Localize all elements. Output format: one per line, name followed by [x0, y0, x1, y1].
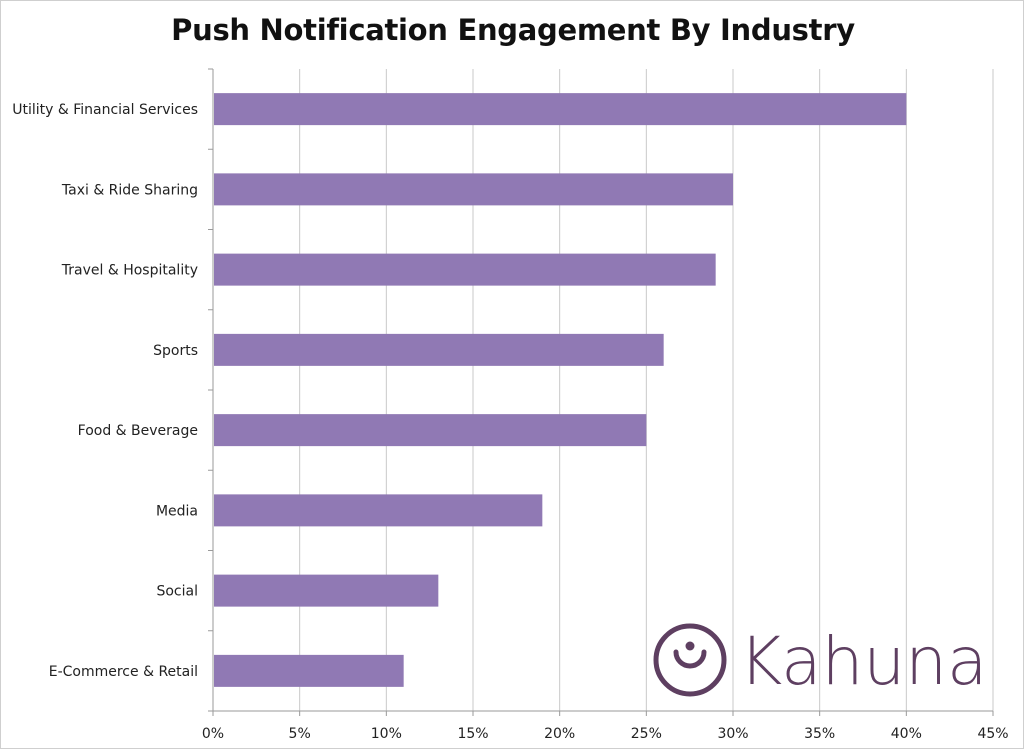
logo-dot-icon	[685, 641, 695, 651]
category-label: Sports	[153, 343, 198, 359]
x-tick-label: 45%	[977, 726, 1008, 742]
logo-wordmark: Kahuna	[739, 623, 988, 700]
category-label: E-Commerce & Retail	[49, 664, 198, 680]
bar	[214, 173, 733, 206]
category-label: Travel & Hospitality	[61, 263, 198, 279]
bar	[214, 414, 647, 447]
bar	[214, 494, 543, 527]
bar	[214, 574, 439, 607]
bar	[214, 253, 716, 286]
x-tick-label: 10%	[371, 726, 402, 742]
bar	[214, 333, 664, 366]
x-tick-label: 30%	[717, 726, 748, 742]
x-tick-label: 25%	[631, 726, 662, 742]
category-label: Food & Beverage	[78, 423, 198, 439]
x-tick-label: 15%	[457, 726, 488, 742]
category-label: Social	[156, 584, 198, 600]
gridlines	[299, 69, 994, 711]
category-label: Utility & Financial Services	[12, 102, 198, 118]
category-label: Media	[156, 503, 198, 519]
x-tick-label: 35%	[804, 726, 835, 742]
bars	[214, 93, 907, 687]
bar	[214, 93, 907, 126]
logo-ring-icon	[653, 623, 727, 697]
kahuna-logo: Kahuna	[653, 623, 988, 700]
chart-title: Push Notification Engagement By Industry	[171, 13, 855, 47]
category-label: Taxi & Ride Sharing	[61, 182, 198, 198]
x-tick-label: 20%	[544, 726, 575, 742]
x-tick-label: 40%	[891, 726, 922, 742]
x-tick-label: 5%	[289, 726, 311, 742]
logo-smile-icon	[673, 649, 707, 669]
labels: 0% 5% 10% 15% 20% 25% 30% 35% 40% 45% Utility & Fi…	[12, 102, 1008, 742]
bar	[214, 654, 404, 687]
x-tick-label: 0%	[202, 726, 224, 742]
axes	[208, 68, 994, 716]
